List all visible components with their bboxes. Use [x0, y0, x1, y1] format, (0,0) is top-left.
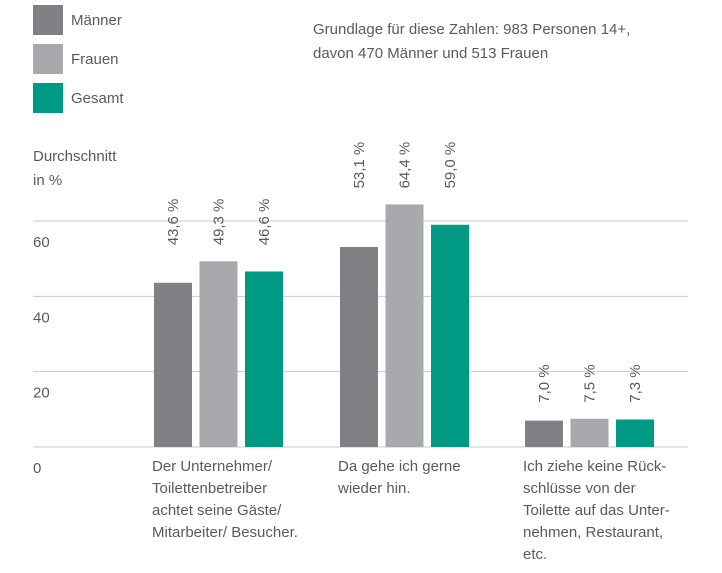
legend-label: Frauen	[71, 51, 119, 68]
bar	[199, 261, 238, 447]
value-label: 43,6 %	[165, 199, 182, 246]
legend-label: Männer	[71, 12, 122, 29]
bar	[431, 224, 469, 447]
value-label: 46,6 %	[256, 199, 273, 246]
bar	[340, 246, 378, 447]
y-tick-label: 60	[33, 234, 50, 251]
y-tick-label: 20	[33, 385, 50, 402]
value-label: 49,3 %	[211, 199, 228, 246]
x-tick-label: Der Unternehmer/ Toilettenbetreiber acht…	[152, 458, 298, 541]
value-label: 7,0 %	[536, 364, 553, 402]
legend-swatch	[33, 5, 63, 35]
y-tick-label: 0	[33, 460, 41, 477]
value-label: 64,4 %	[397, 142, 414, 189]
bar	[570, 418, 609, 447]
value-label: 7,3 %	[627, 364, 644, 402]
legend-swatch	[33, 44, 63, 74]
bar	[616, 419, 654, 447]
value-label: 59,0 %	[442, 142, 459, 189]
legend-swatch	[33, 83, 63, 113]
value-label: 53,1 %	[351, 142, 368, 189]
bar	[154, 282, 192, 447]
value-label: 7,5 %	[582, 364, 599, 402]
x-tick-label: Ich ziehe keine Rück- schlüsse von der T…	[523, 458, 670, 563]
bar	[245, 271, 283, 447]
bar	[385, 204, 424, 447]
legend-label: Gesamt	[71, 90, 124, 107]
x-tick-label: Da gehe ich gerne wieder hin.	[338, 458, 461, 497]
y-axis-label: Durchschnitt in %	[33, 148, 117, 189]
note: Grundlage für diese Zahlen: 983 Personen…	[313, 21, 631, 62]
bar	[525, 420, 563, 447]
y-tick-label: 40	[33, 309, 50, 326]
